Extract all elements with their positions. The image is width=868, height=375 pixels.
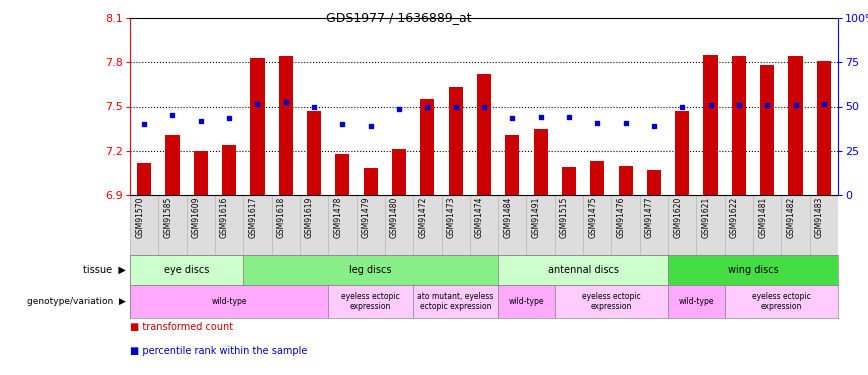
Bar [364,168,378,195]
Bar [675,111,689,195]
Text: GSM91484: GSM91484 [503,197,512,238]
Bar [788,56,803,195]
Text: antennal discs: antennal discs [548,265,619,275]
Bar [194,151,207,195]
Bar [130,255,243,285]
Text: wild-type: wild-type [679,297,714,306]
Bar [477,74,491,195]
Text: ■ transformed count: ■ transformed count [130,322,233,332]
Text: eyeless ectopic
expression: eyeless ectopic expression [341,292,400,311]
Text: eyeless ectopic
expression: eyeless ectopic expression [752,292,811,311]
Bar [137,162,151,195]
Bar [307,111,321,195]
Text: GSM91473: GSM91473 [447,197,456,238]
Text: wild-type: wild-type [509,297,544,306]
Bar [668,285,725,318]
Bar [760,65,774,195]
Bar [279,56,293,195]
Text: GSM91616: GSM91616 [220,197,229,238]
Bar [243,255,498,285]
Text: GSM91472: GSM91472 [418,197,427,238]
Bar [420,99,435,195]
Text: tissue  ▶: tissue ▶ [82,265,126,275]
Text: GSM91483: GSM91483 [815,197,824,238]
Bar [668,255,838,285]
Text: eye discs: eye discs [164,265,209,275]
Bar [328,285,413,318]
Bar [590,161,604,195]
Text: GSM91585: GSM91585 [163,197,173,238]
Bar [392,149,406,195]
Text: GSM91617: GSM91617 [248,197,258,238]
Text: genotype/variation  ▶: genotype/variation ▶ [27,297,126,306]
Bar [413,285,498,318]
Text: GSM91570: GSM91570 [135,197,144,238]
Bar [732,56,746,195]
Text: GSM91477: GSM91477 [645,197,654,238]
Bar [222,145,236,195]
Bar [335,154,350,195]
Text: GSM91609: GSM91609 [192,197,201,238]
Text: GSM91475: GSM91475 [589,197,597,238]
Bar [534,129,548,195]
Text: ■ percentile rank within the sample: ■ percentile rank within the sample [130,346,307,356]
Text: GSM91621: GSM91621 [701,197,711,238]
Text: eyeless ectopic
expression: eyeless ectopic expression [582,292,641,311]
Bar [619,165,633,195]
Bar [498,255,668,285]
Text: GDS1977 / 1636889_at: GDS1977 / 1636889_at [326,11,472,24]
Text: GSM91474: GSM91474 [475,197,484,238]
Text: GSM91620: GSM91620 [674,197,682,238]
Bar [725,285,838,318]
Bar [498,285,555,318]
Text: GSM91482: GSM91482 [786,197,795,238]
Text: GSM91478: GSM91478 [333,197,342,238]
Text: GSM91491: GSM91491 [531,197,541,238]
Text: GSM91515: GSM91515 [560,197,569,238]
Text: wing discs: wing discs [727,265,779,275]
Bar [555,285,668,318]
Bar [505,135,519,195]
Bar [449,87,463,195]
Text: GSM91622: GSM91622 [730,197,739,238]
Bar [817,61,831,195]
Text: leg discs: leg discs [350,265,392,275]
Text: ato mutant, eyeless
ectopic expression: ato mutant, eyeless ectopic expression [418,292,494,311]
Text: GSM91618: GSM91618 [277,197,286,238]
Bar [647,170,661,195]
Text: GSM91479: GSM91479 [362,197,371,238]
Bar [166,135,180,195]
Text: GSM91481: GSM91481 [759,197,767,238]
Bar [130,285,328,318]
Text: GSM91480: GSM91480 [390,197,399,238]
Text: wild-type: wild-type [212,297,247,306]
Bar [703,55,718,195]
Text: GSM91476: GSM91476 [616,197,626,238]
Bar [250,58,265,195]
Bar [562,167,576,195]
Text: GSM91619: GSM91619 [305,197,314,238]
